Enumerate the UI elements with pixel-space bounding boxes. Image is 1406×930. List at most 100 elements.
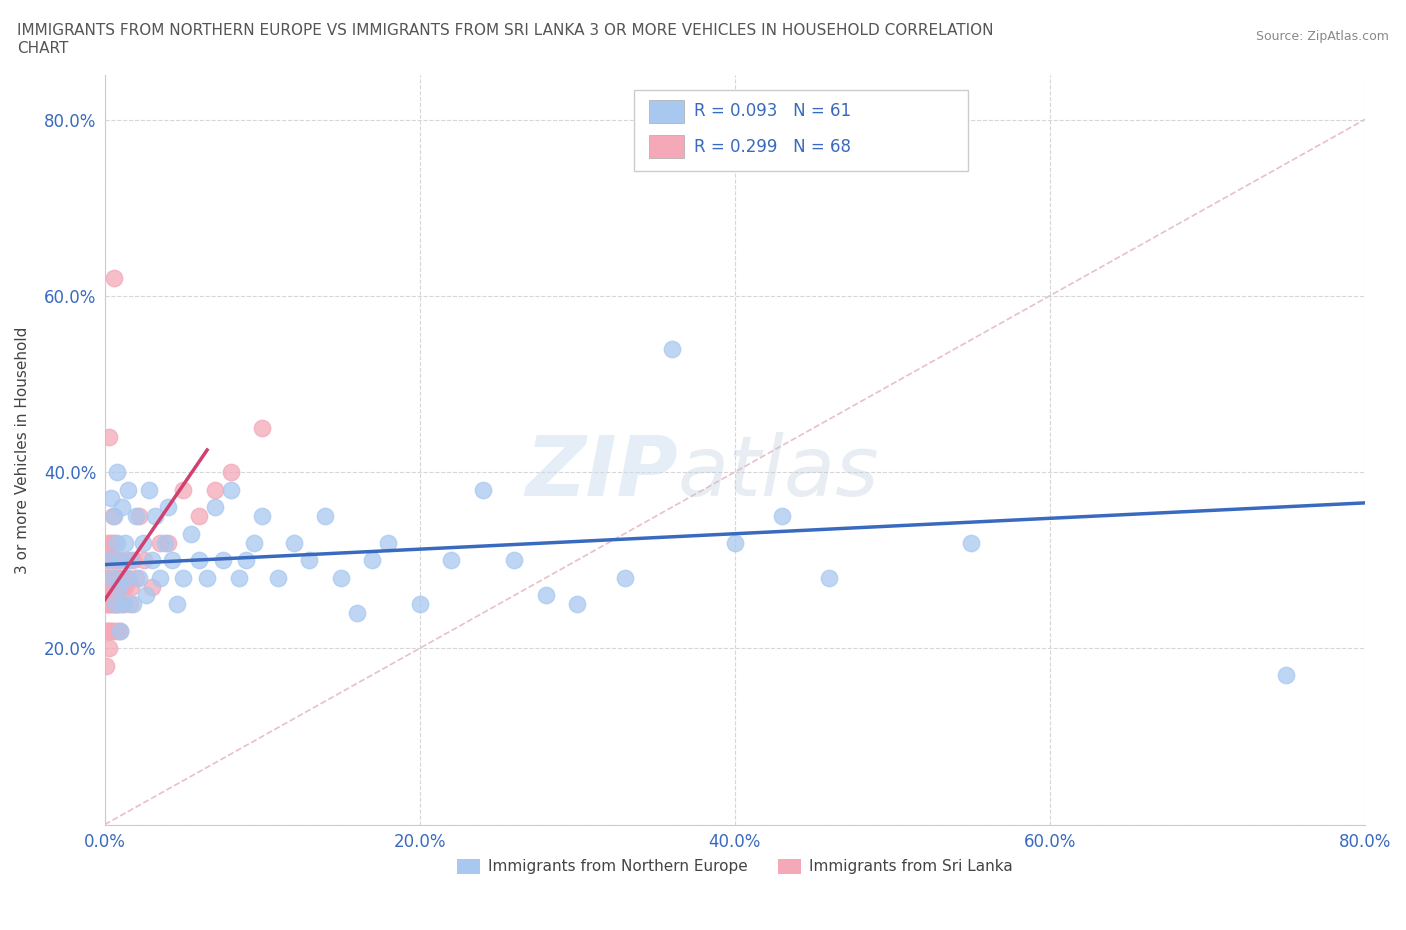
Point [118, 597, 141, 612]
Point [115, 552, 138, 567]
Point [108, 552, 131, 567]
Point [100, 623, 122, 638]
Point [103, 271, 125, 286]
Point [377, 535, 399, 550]
Point [98, 579, 121, 594]
Point [98, 623, 121, 638]
Point [503, 552, 526, 567]
Point [818, 570, 841, 585]
Point [188, 509, 211, 524]
Point [117, 483, 139, 498]
Point [471, 483, 494, 498]
Point [219, 483, 242, 498]
Point [111, 499, 134, 514]
FancyBboxPatch shape [634, 90, 967, 171]
Point [440, 552, 463, 567]
Point [101, 570, 124, 585]
Point [180, 526, 202, 541]
Point [204, 499, 226, 514]
Point [128, 509, 150, 524]
Point [103, 552, 125, 567]
Point [108, 579, 131, 594]
Point [228, 570, 250, 585]
Point [110, 623, 132, 638]
Point [770, 509, 793, 524]
Point [960, 535, 983, 550]
Point [724, 535, 747, 550]
Point [105, 570, 128, 585]
Point [267, 570, 290, 585]
Point [97, 623, 120, 638]
Point [103, 509, 125, 524]
Point [98, 597, 121, 612]
Point [141, 579, 163, 594]
Point [97, 552, 120, 567]
Point [361, 552, 384, 567]
Point [243, 535, 266, 550]
Point [104, 579, 127, 594]
Point [125, 509, 148, 524]
Point [131, 535, 153, 550]
Point [149, 570, 172, 585]
Point [314, 509, 336, 524]
Y-axis label: 3 or more Vehicles in Household: 3 or more Vehicles in Household [15, 326, 30, 574]
Point [96, 552, 118, 567]
Point [96, 658, 118, 673]
Point [96, 570, 118, 585]
Text: Source: ZipAtlas.com: Source: ZipAtlas.com [1256, 30, 1389, 43]
Point [172, 483, 194, 498]
Point [101, 623, 124, 638]
Point [613, 570, 636, 585]
Point [110, 552, 132, 567]
Point [204, 483, 226, 498]
Point [346, 605, 368, 620]
Point [105, 465, 128, 480]
Point [121, 579, 143, 594]
Point [100, 579, 122, 594]
Point [103, 579, 125, 594]
Point [98, 570, 121, 585]
Point [235, 552, 257, 567]
Point [101, 579, 124, 594]
Point [110, 623, 132, 638]
Point [96, 597, 118, 612]
Text: atlas: atlas [678, 432, 880, 513]
Point [108, 570, 131, 585]
Point [661, 341, 683, 356]
Point [114, 579, 136, 594]
FancyBboxPatch shape [650, 136, 685, 158]
Text: R = 0.299   N = 68: R = 0.299 N = 68 [695, 138, 852, 155]
Text: ZIP: ZIP [526, 432, 678, 513]
Point [110, 552, 132, 567]
Point [138, 483, 160, 498]
Point [1275, 668, 1298, 683]
Point [283, 535, 305, 550]
Point [212, 552, 235, 567]
Point [101, 509, 124, 524]
Point [122, 597, 145, 612]
Point [100, 570, 122, 585]
Point [330, 570, 353, 585]
Point [409, 597, 432, 612]
Point [111, 579, 134, 594]
Point [100, 491, 122, 506]
Point [104, 552, 127, 567]
Point [103, 535, 125, 550]
Point [172, 570, 194, 585]
Point [98, 641, 121, 656]
Point [118, 552, 141, 567]
Point [135, 588, 157, 603]
Point [128, 570, 150, 585]
Point [125, 570, 148, 585]
Point [101, 597, 124, 612]
Point [195, 570, 218, 585]
Point [252, 420, 274, 435]
Point [104, 570, 127, 585]
Point [188, 552, 211, 567]
Point [105, 579, 128, 594]
Point [104, 597, 127, 612]
Point [141, 552, 163, 567]
Point [122, 552, 145, 567]
Point [97, 579, 120, 594]
Point [98, 430, 121, 445]
